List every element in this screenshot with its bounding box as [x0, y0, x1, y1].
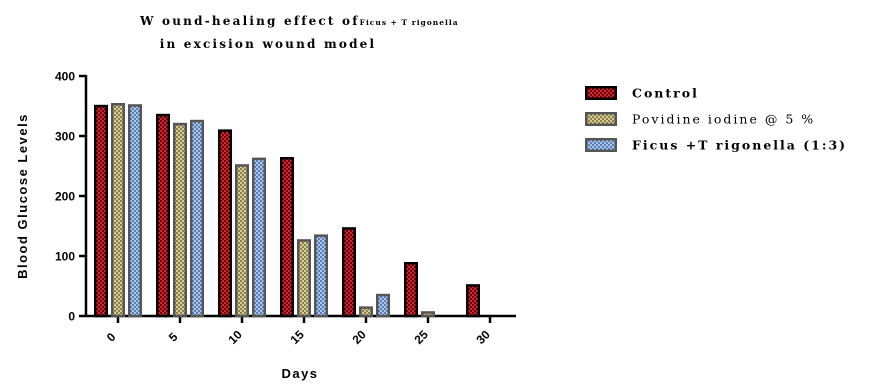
- x-tick-label: 25: [411, 327, 431, 347]
- x-axis-title: Days: [281, 366, 318, 381]
- bar: [173, 122, 187, 318]
- bars: [94, 103, 480, 318]
- bar: [252, 157, 266, 318]
- x-tick-label: 5: [166, 330, 181, 345]
- bar: [156, 113, 170, 318]
- legend-swatch: [585, 138, 617, 152]
- x-tick-label: 0: [104, 330, 119, 345]
- bar: [280, 157, 294, 318]
- legend-label: Ficus +T rigonella (1:3): [632, 138, 847, 153]
- y-axis-title: Blood Glucose Levels: [15, 113, 30, 279]
- bar: [421, 311, 435, 318]
- legend-swatch: [585, 112, 617, 126]
- bar: [218, 129, 232, 318]
- y-axis: 0 100 200 300 400: [55, 70, 88, 324]
- y-tick-label: 200: [55, 190, 75, 204]
- bar: [359, 306, 373, 318]
- chart-title-line1: W ound-healing effect ofFicus + T rigone…: [139, 14, 459, 28]
- bar: [94, 104, 108, 318]
- bar: [466, 284, 480, 318]
- x-tick-label: 20: [349, 327, 369, 347]
- bar: [235, 164, 249, 318]
- bar: [297, 239, 311, 318]
- y-tick-label: 100: [55, 250, 75, 264]
- bar: [376, 293, 390, 318]
- y-tick-label: 400: [55, 70, 75, 84]
- legend-label: Control: [632, 86, 699, 101]
- y-tick-label: 300: [55, 130, 75, 144]
- y-tick-label: 0: [68, 310, 75, 324]
- x-axis: 0 5 10 15 20 25 30: [86, 314, 516, 347]
- x-tick-label: 10: [225, 327, 245, 347]
- x-tick-label: 15: [287, 327, 307, 347]
- legend-label: Povidine iodine @ 5 %: [632, 112, 815, 127]
- bar: [404, 262, 418, 318]
- legend: Control Povidine iodine @ 5 % Ficus +T rig…: [585, 86, 847, 153]
- bar: [314, 234, 328, 318]
- bar: [342, 227, 356, 318]
- bar: [190, 119, 204, 318]
- x-tick-label: 30: [473, 327, 493, 347]
- chart-title-line2: in excision wound model: [160, 37, 377, 51]
- bar: [128, 104, 142, 318]
- legend-swatch: [585, 86, 617, 100]
- bar: [111, 103, 125, 318]
